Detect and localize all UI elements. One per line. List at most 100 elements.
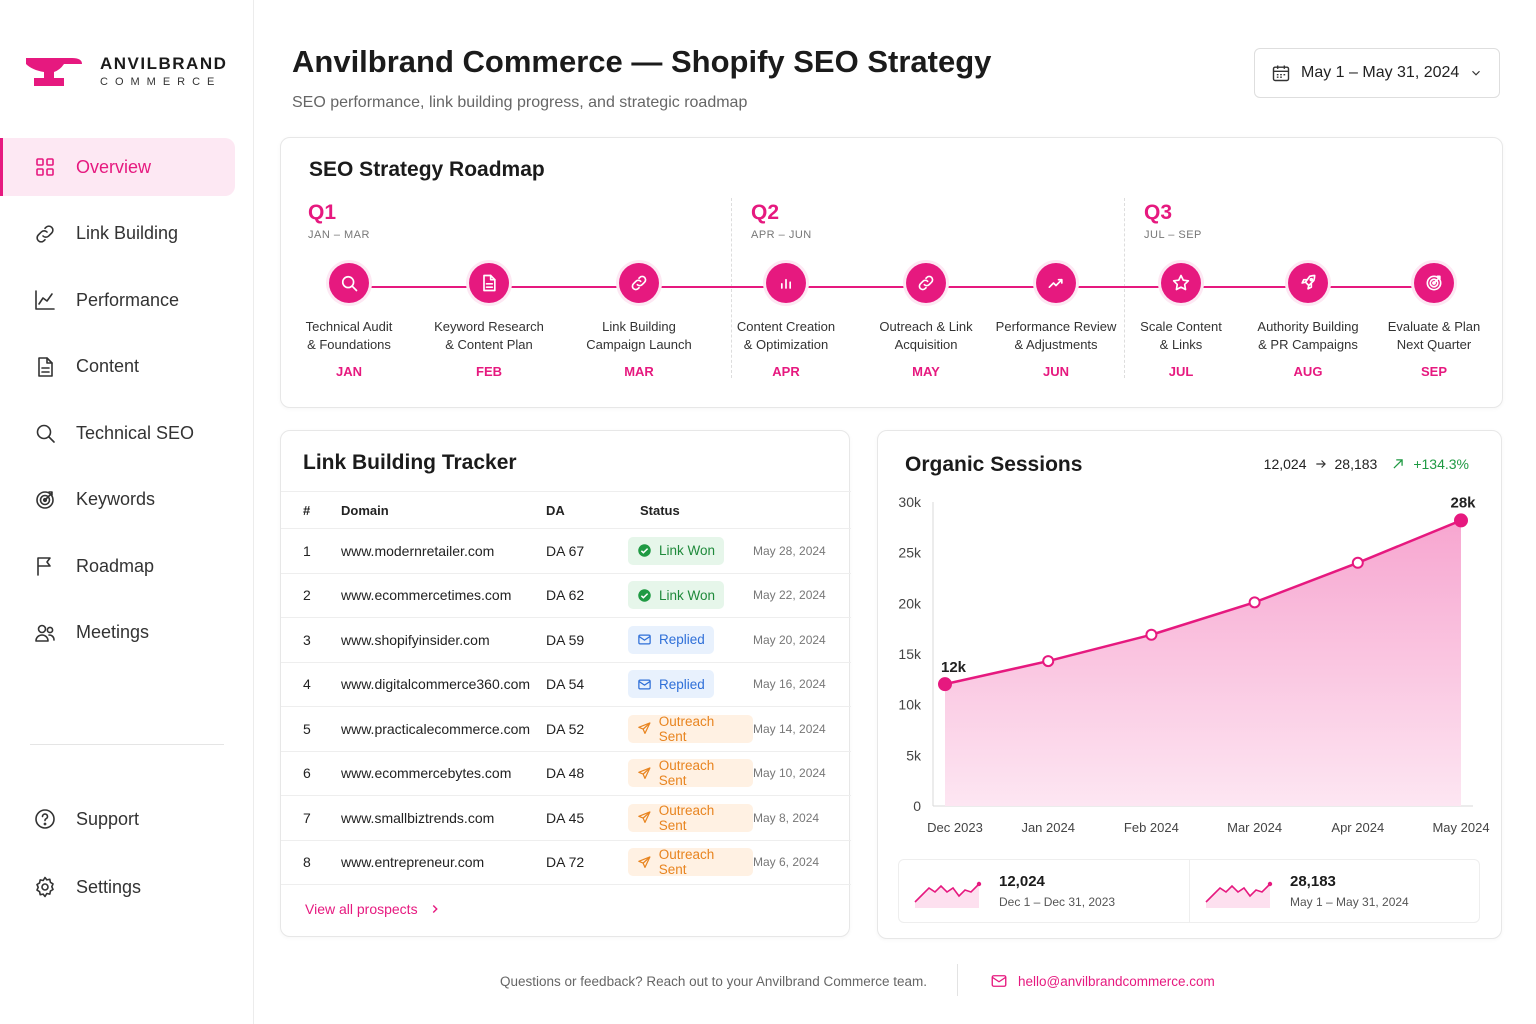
sidebar-item-technical-seo[interactable]: Technical SEO <box>0 404 254 462</box>
roadmap-step[interactable]: Outreach & Link Acquisition MAY <box>861 263 991 379</box>
row-date: May 16, 2024 <box>753 677 826 692</box>
step-circle <box>329 263 369 303</box>
table-row[interactable]: 3 www.shopifyinsider.com DA 59 Replied May 2… <box>281 618 851 663</box>
comparison-after: 28,183 May 1 – May 31, 2024 <box>1189 860 1479 922</box>
roadmap-title: SEO Strategy Roadmap <box>309 158 545 181</box>
mail-icon <box>638 634 651 645</box>
row-num: 4 <box>303 676 311 693</box>
roadmap-step[interactable]: Link Building Campaign Launch MAR <box>574 263 704 379</box>
row-da: DA 52 <box>546 720 585 737</box>
row-da: DA 67 <box>546 542 585 559</box>
step-circle <box>1036 263 1076 303</box>
y-tick-label: 10k <box>898 697 922 713</box>
comparison-before-value: 12,024 <box>999 873 1045 890</box>
sidebar-item-meetings[interactable]: Meetings <box>0 604 254 662</box>
row-domain: www.smallbiztrends.com <box>341 809 495 826</box>
table-row[interactable]: 6 www.ecommercebytes.com DA 48 Outreach Sen… <box>281 752 851 796</box>
col-domain: Domain <box>341 502 389 518</box>
x-tick-label: Feb 2024 <box>1124 820 1179 835</box>
y-tick-label: 0 <box>913 798 921 814</box>
quarter-label: Q2 <box>751 201 780 224</box>
roadmap-step[interactable]: Performance Review & Adjustments JUN <box>991 263 1121 379</box>
sidebar-item-roadmap[interactable]: Roadmap <box>0 537 254 595</box>
nav-icon-wrap <box>32 287 58 313</box>
sidebar-item-keywords[interactable]: Keywords <box>0 471 254 529</box>
col-status: Status <box>640 502 680 518</box>
target-icon <box>1426 275 1442 291</box>
timeline-line <box>349 286 1433 288</box>
col-da: DA <box>546 502 565 518</box>
sessions-title: Organic Sessions <box>905 453 1083 476</box>
row-status: Outreach Sent <box>628 758 753 788</box>
roadmap-step[interactable]: Content Creation & Optimization APR <box>721 263 851 379</box>
document-icon <box>483 274 496 292</box>
row-date: May 22, 2024 <box>753 588 826 603</box>
table-row[interactable]: 5 www.practicalecommerce.com DA 52 Outreach… <box>281 707 851 752</box>
data-point <box>1351 556 1364 569</box>
footer-email-link[interactable]: hello@anvilbrandcommerce.com <box>990 972 1215 990</box>
footer-email: hello@anvilbrandcommerce.com <box>1018 973 1215 989</box>
sidebar-item-label: Support <box>76 808 140 829</box>
sidebar-item-content[interactable]: Content <box>0 338 254 396</box>
comparison-after-value: 28,183 <box>1290 873 1336 890</box>
row-date: May 20, 2024 <box>753 632 826 647</box>
table-row[interactable]: 1 www.modernretailer.com DA 67 Link Won May … <box>281 529 851 574</box>
sidebar-item-settings[interactable]: Settings <box>0 858 254 916</box>
tracker-title: Link Building Tracker <box>303 451 517 474</box>
date-range-picker[interactable]: May 1 – May 31, 2024 <box>1254 48 1500 98</box>
sessions-to: 28,183 <box>1334 456 1378 472</box>
quarter-label: Q1 <box>308 201 337 224</box>
roadmap-step[interactable]: Scale Content & Links JUL <box>1116 263 1246 379</box>
sidebar-item-overview[interactable]: Overview <box>0 138 235 196</box>
row-num: 6 <box>303 765 311 782</box>
comparison-before: 12,024 Dec 1 – Dec 31, 2023 <box>899 860 1189 922</box>
roadmap-step[interactable]: Authority Building & PR Campaigns AUG <box>1243 263 1373 379</box>
row-num: 2 <box>303 587 311 604</box>
brand-logo[interactable]: ANVILBRAND COMMERCE <box>24 52 227 90</box>
quarter-q1: Q1 JAN – MAR <box>308 201 370 241</box>
table-row[interactable]: 4 www.digitalcommerce360.com DA 54 Replied M… <box>281 663 851 707</box>
quarter-range: JAN – MAR <box>308 229 370 241</box>
sidebar-item-support[interactable]: Support <box>0 790 254 848</box>
view-all-prospects-link[interactable]: View all prospects <box>305 901 442 917</box>
nav-divider <box>30 744 224 745</box>
row-status: Outreach Sent <box>628 802 753 833</box>
gear-icon <box>36 876 54 898</box>
date-range-label: May 1 – May 31, 2024 <box>1301 64 1460 81</box>
help-icon <box>35 809 55 829</box>
data-label-last: 28k <box>1450 494 1476 511</box>
status-text: Replied <box>659 676 705 692</box>
sidebar-item-link-building[interactable]: Link Building <box>0 205 254 263</box>
chart-line-icon <box>35 290 55 310</box>
sidebar-item-performance[interactable]: Performance <box>0 271 254 329</box>
table-row[interactable]: 7 www.smallbiztrends.com DA 45 Outreach Sen… <box>281 796 851 841</box>
step-circle <box>619 263 659 303</box>
row-da: DA 54 <box>546 676 585 693</box>
roadmap-step[interactable]: Technical Audit & Foundations JAN <box>284 263 414 379</box>
footer-text: Questions or feedback? Reach out to your… <box>500 974 927 989</box>
step-circle <box>469 263 509 303</box>
status-text: Outreach Sent <box>658 802 715 833</box>
link-icon <box>36 224 54 243</box>
step-month: MAY <box>912 364 940 379</box>
users-icon <box>35 624 55 642</box>
calendar-icon <box>1272 65 1290 82</box>
data-point <box>1042 655 1055 668</box>
quarter-divider <box>731 198 732 378</box>
table-row[interactable]: 2 www.ecommercetimes.com DA 62 Link Won May … <box>281 574 851 618</box>
page-subtitle: SEO performance, link building progress,… <box>292 94 748 111</box>
roadmap-step[interactable]: Keyword Research & Content Plan FEB <box>424 263 554 379</box>
roadmap-step[interactable]: Evaluate & Plan Next Quarter SEP <box>1369 263 1499 379</box>
grid-icon <box>36 158 54 176</box>
chevron-down-icon <box>1472 70 1480 76</box>
sidebar-nav-bottom: Support Settings <box>0 790 254 926</box>
row-status: Link Won <box>628 581 753 610</box>
row-da: DA 62 <box>546 587 585 604</box>
sessions-comparison: 12,024 Dec 1 – Dec 31, 2023 28,183 May 1… <box>898 859 1480 923</box>
nav-icon-wrap <box>32 620 58 646</box>
sessions-change-value: +134.3% <box>1413 456 1469 472</box>
quarter-divider <box>1124 198 1125 378</box>
sessions-area <box>945 520 1461 806</box>
send-icon <box>638 811 651 824</box>
table-row[interactable]: 8 www.entrepreneur.com DA 72 Outreach Sent M… <box>281 841 851 885</box>
